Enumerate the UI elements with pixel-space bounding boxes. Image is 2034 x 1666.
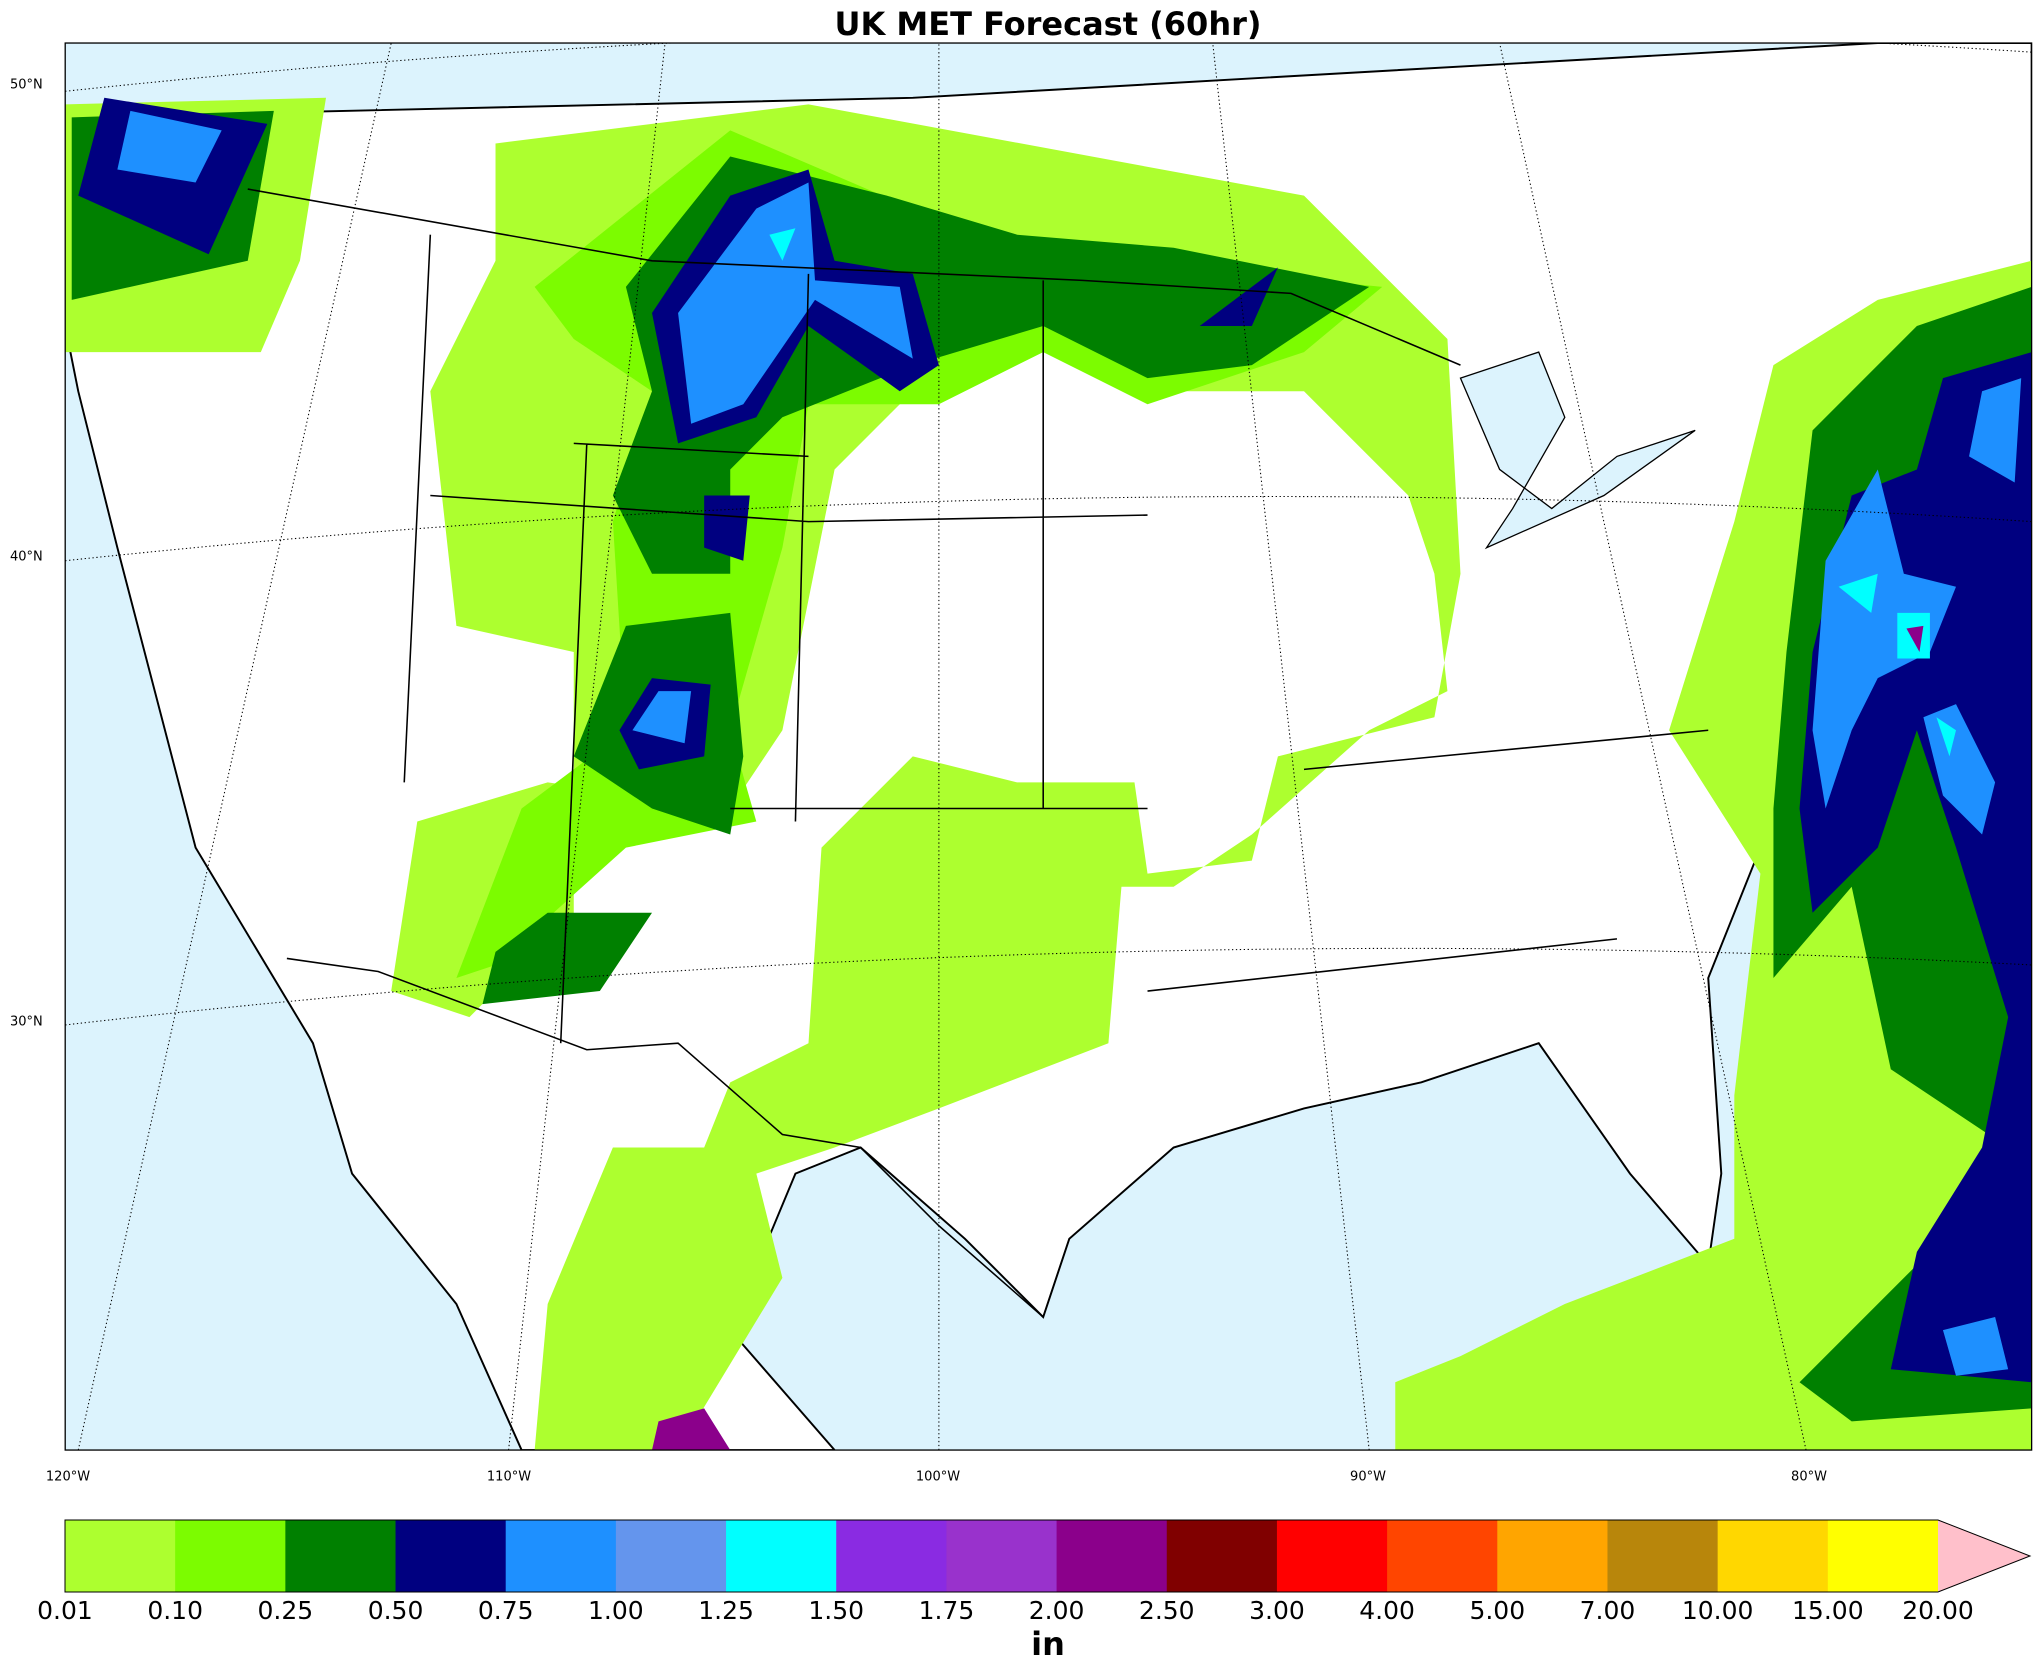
- colorbar-label: 7.00: [1580, 1596, 1636, 1625]
- colorbar-label: 0.01: [37, 1596, 93, 1625]
- colorbar-label: 2.00: [1029, 1596, 1085, 1625]
- title: UK MET Forecast (60hr): [834, 5, 1261, 43]
- colorbar-label: 0.10: [147, 1596, 203, 1625]
- colorbar-segment: [615, 1520, 727, 1592]
- colorbar-label: 5.00: [1469, 1596, 1525, 1625]
- colorbar-extend: [1938, 1520, 2030, 1592]
- colorbar-segment: [1166, 1520, 1278, 1592]
- colorbar-label: 1.25: [698, 1596, 754, 1625]
- lat-label: 50°N: [10, 78, 43, 93]
- colorbar-label: 4.00: [1359, 1596, 1415, 1625]
- colorbar-label: 1.50: [808, 1596, 864, 1625]
- colorbar-segment: [1276, 1520, 1388, 1592]
- graticule-labels: 50°N 40°N 30°N 120°W 110°W 100°W 90°W 80°W: [10, 78, 1827, 1485]
- colorbar-segment: [726, 1520, 837, 1592]
- colorbar-segment: [946, 1520, 1058, 1592]
- precipitation: [65, 97, 2032, 1451]
- colorbar-segment: [1056, 1520, 1168, 1592]
- colorbar-label: 1.00: [588, 1596, 644, 1625]
- colorbar-label: 3.00: [1249, 1596, 1305, 1625]
- map-frame: [64, 42, 2033, 1451]
- lat-label: 40°N: [10, 550, 43, 565]
- colorbar-segment: [175, 1520, 286, 1592]
- lon-label: 100°W: [916, 1470, 960, 1485]
- lat-label: 30°N: [10, 1015, 43, 1030]
- colorbar-segment: [505, 1520, 617, 1592]
- colorbar-segment: [1607, 1520, 1719, 1592]
- colorbar-label: 10.00: [1682, 1596, 1754, 1625]
- graticule: [65, 43, 2032, 1451]
- map: [64, 42, 2033, 1451]
- colorbar-segment: [1497, 1520, 1608, 1592]
- colorbar-segment: [836, 1520, 947, 1592]
- colorbar-label: 0.75: [478, 1596, 534, 1625]
- colorbar-label: 0.50: [368, 1596, 424, 1625]
- colorbar-segment: [395, 1520, 507, 1592]
- colorbar-segment: [1717, 1520, 1829, 1592]
- colorbar-label: 0.25: [258, 1596, 314, 1625]
- lon-label: 90°W: [1350, 1470, 1386, 1485]
- colorbar-outline: [64, 1519, 2032, 1593]
- colorbar-segment: [1827, 1520, 1939, 1592]
- borders: [247, 188, 1709, 1318]
- colorbar-label: 2.50: [1139, 1596, 1195, 1625]
- colorbar-label: 1.75: [919, 1596, 975, 1625]
- colorbar-segment: [1387, 1520, 1498, 1592]
- lon-label: 110°W: [487, 1470, 531, 1485]
- colorbar-segment: [65, 1520, 176, 1592]
- colorbar-label: 20.00: [1902, 1596, 1974, 1625]
- lon-label: 120°W: [46, 1470, 90, 1485]
- colorbar-label: 15.00: [1792, 1596, 1864, 1625]
- lon-label: 80°W: [1791, 1470, 1827, 1485]
- colorbar-segment: [285, 1520, 397, 1592]
- colorbar: 0.01 0.10 0.25 0.50 0.75 1.00 1.25 1.50 1.75 2.00…: [37, 1519, 2032, 1625]
- colorbar-unit: in: [1031, 1625, 1065, 1663]
